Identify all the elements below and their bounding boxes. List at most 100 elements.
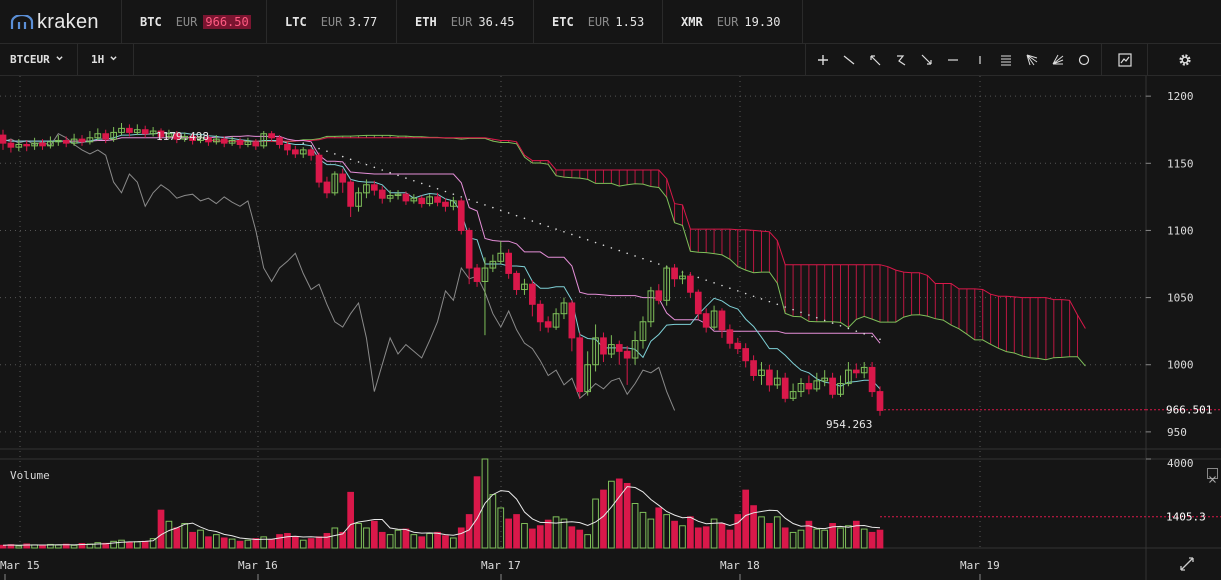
volume-bar [829, 523, 836, 549]
candle-body [671, 267, 678, 280]
crosshair-icon[interactable] [815, 52, 831, 68]
curve-icon[interactable] [893, 52, 909, 68]
candle-body [868, 366, 876, 393]
trail-dot [547, 225, 549, 228]
trend-line-icon[interactable] [841, 52, 857, 68]
ticker-etc[interactable]: ETC EUR 1.53 [534, 0, 663, 44]
trail-dot [602, 244, 605, 247]
ticker-price: 966.50 [203, 15, 251, 29]
candle-body [552, 313, 560, 328]
candle-body [157, 130, 165, 137]
volume-bar [386, 534, 394, 549]
volume-bar [197, 529, 204, 549]
ticker-currency: EUR [587, 15, 610, 29]
candle-body [647, 290, 655, 323]
ray-icon[interactable] [919, 52, 935, 68]
trail-dot [634, 255, 636, 257]
gear-icon [1178, 53, 1191, 66]
kijun-sen [2, 135, 881, 344]
candle-body [442, 201, 449, 207]
trail-dot [492, 206, 494, 209]
candle-body [205, 137, 212, 143]
candle-body [821, 377, 829, 382]
candle-body [450, 200, 457, 207]
ticker-eth[interactable]: ETH EUR 36.45 [397, 0, 534, 44]
volume-bar [133, 541, 141, 549]
volume-bar [410, 534, 418, 549]
volume-bar [457, 527, 465, 549]
trail-dot [713, 282, 715, 284]
trail-dot [879, 338, 881, 341]
trail-dot [808, 314, 810, 316]
volume-bar [118, 539, 125, 549]
trail-dot [657, 263, 660, 265]
candle-body [797, 383, 805, 393]
trail-dot [405, 177, 407, 179]
fib-retracement-icon[interactable] [998, 52, 1014, 68]
volume-bar [0, 544, 7, 549]
circle-icon[interactable] [1076, 52, 1092, 68]
volume-bar [347, 491, 354, 549]
candle-body [370, 184, 378, 191]
volume-bar [489, 494, 497, 549]
volume-bar [434, 531, 441, 549]
candle-body [323, 181, 331, 194]
vertical-line-icon[interactable] [972, 52, 988, 68]
volume-bar [876, 529, 884, 549]
volume-bar [726, 529, 734, 549]
volume-bar [529, 528, 536, 549]
candle-body [291, 149, 299, 155]
gann-fan-icon[interactable] [1050, 52, 1066, 68]
settings-button[interactable] [1148, 44, 1221, 75]
low-annotation: 954.263 [826, 418, 872, 431]
ticker-btc[interactable]: BTC EUR 966.50 [122, 0, 267, 44]
volume-bar [536, 525, 544, 549]
x-tick-label: Mar 18 [720, 559, 760, 572]
horizontal-line-icon[interactable] [945, 52, 961, 68]
trail-dot [444, 190, 447, 193]
chikou-span [2, 133, 676, 411]
volume-bar [647, 518, 655, 549]
trail-dot [697, 276, 700, 279]
candle-body [220, 138, 228, 144]
candle-body [544, 321, 552, 328]
volume-bar [481, 458, 489, 549]
candle-body [766, 369, 773, 386]
fib-fan-icon[interactable] [1024, 52, 1040, 68]
candle-body [102, 133, 110, 140]
volume-bar [758, 516, 765, 549]
candle-body [615, 344, 623, 352]
interval-selector[interactable]: 1H [78, 44, 134, 75]
trail-dot [468, 198, 470, 201]
expand-icon[interactable] [1180, 557, 1194, 571]
volume-bar [212, 534, 220, 549]
trail-dot [523, 217, 526, 220]
arrow-icon[interactable] [867, 52, 883, 68]
candle-body [54, 139, 62, 143]
volume-bar [363, 527, 370, 549]
candle-body [339, 173, 347, 183]
candle-body [710, 310, 718, 328]
candle-body [773, 377, 781, 386]
ticker-ltc[interactable]: LTC EUR 3.77 [267, 0, 397, 44]
trail-dot [460, 196, 463, 198]
volume-bar [220, 537, 228, 549]
indicators-button[interactable] [1102, 44, 1148, 75]
candle-body [276, 137, 283, 145]
close-icon[interactable] [1207, 468, 1218, 483]
volume-bar [110, 540, 117, 549]
volume-bar [442, 535, 449, 549]
volume-bar [813, 528, 821, 549]
candle-body [141, 129, 149, 135]
volume-bar [505, 518, 513, 549]
pair-selector[interactable]: BTCEUR [0, 44, 78, 75]
candle-body [355, 192, 362, 207]
trail-dot [373, 166, 376, 169]
volume-bar [291, 536, 299, 549]
brand-logo[interactable]: kraken [0, 0, 122, 44]
ticker-xmr[interactable]: XMR EUR 19.30 [663, 0, 803, 44]
price-chart[interactable]: 1179.498 954.263 966.501 1200 1150 1100 1050 10… [0, 76, 1221, 580]
candle-body [39, 142, 46, 147]
candle-body [600, 337, 607, 355]
candle-body [465, 229, 473, 269]
